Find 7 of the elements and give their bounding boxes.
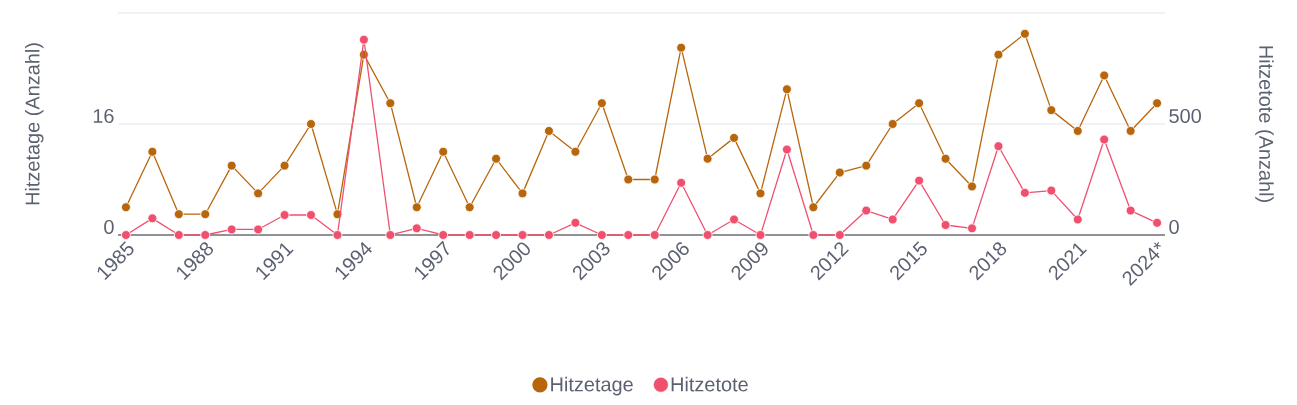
y2-axis-title: Hitzetote (Anzahl) [1255, 46, 1274, 202]
legend-label: Hitzetage [551, 376, 633, 396]
y-tick-label: 16 [93, 108, 114, 124]
y-axis-title: Hitzetage (Anzahl) [24, 43, 44, 205]
y2-tick-label: 0 [1169, 219, 1179, 235]
y2-tick-label: 500 [1169, 108, 1201, 124]
legend-label: Hitzetote [671, 376, 748, 392]
